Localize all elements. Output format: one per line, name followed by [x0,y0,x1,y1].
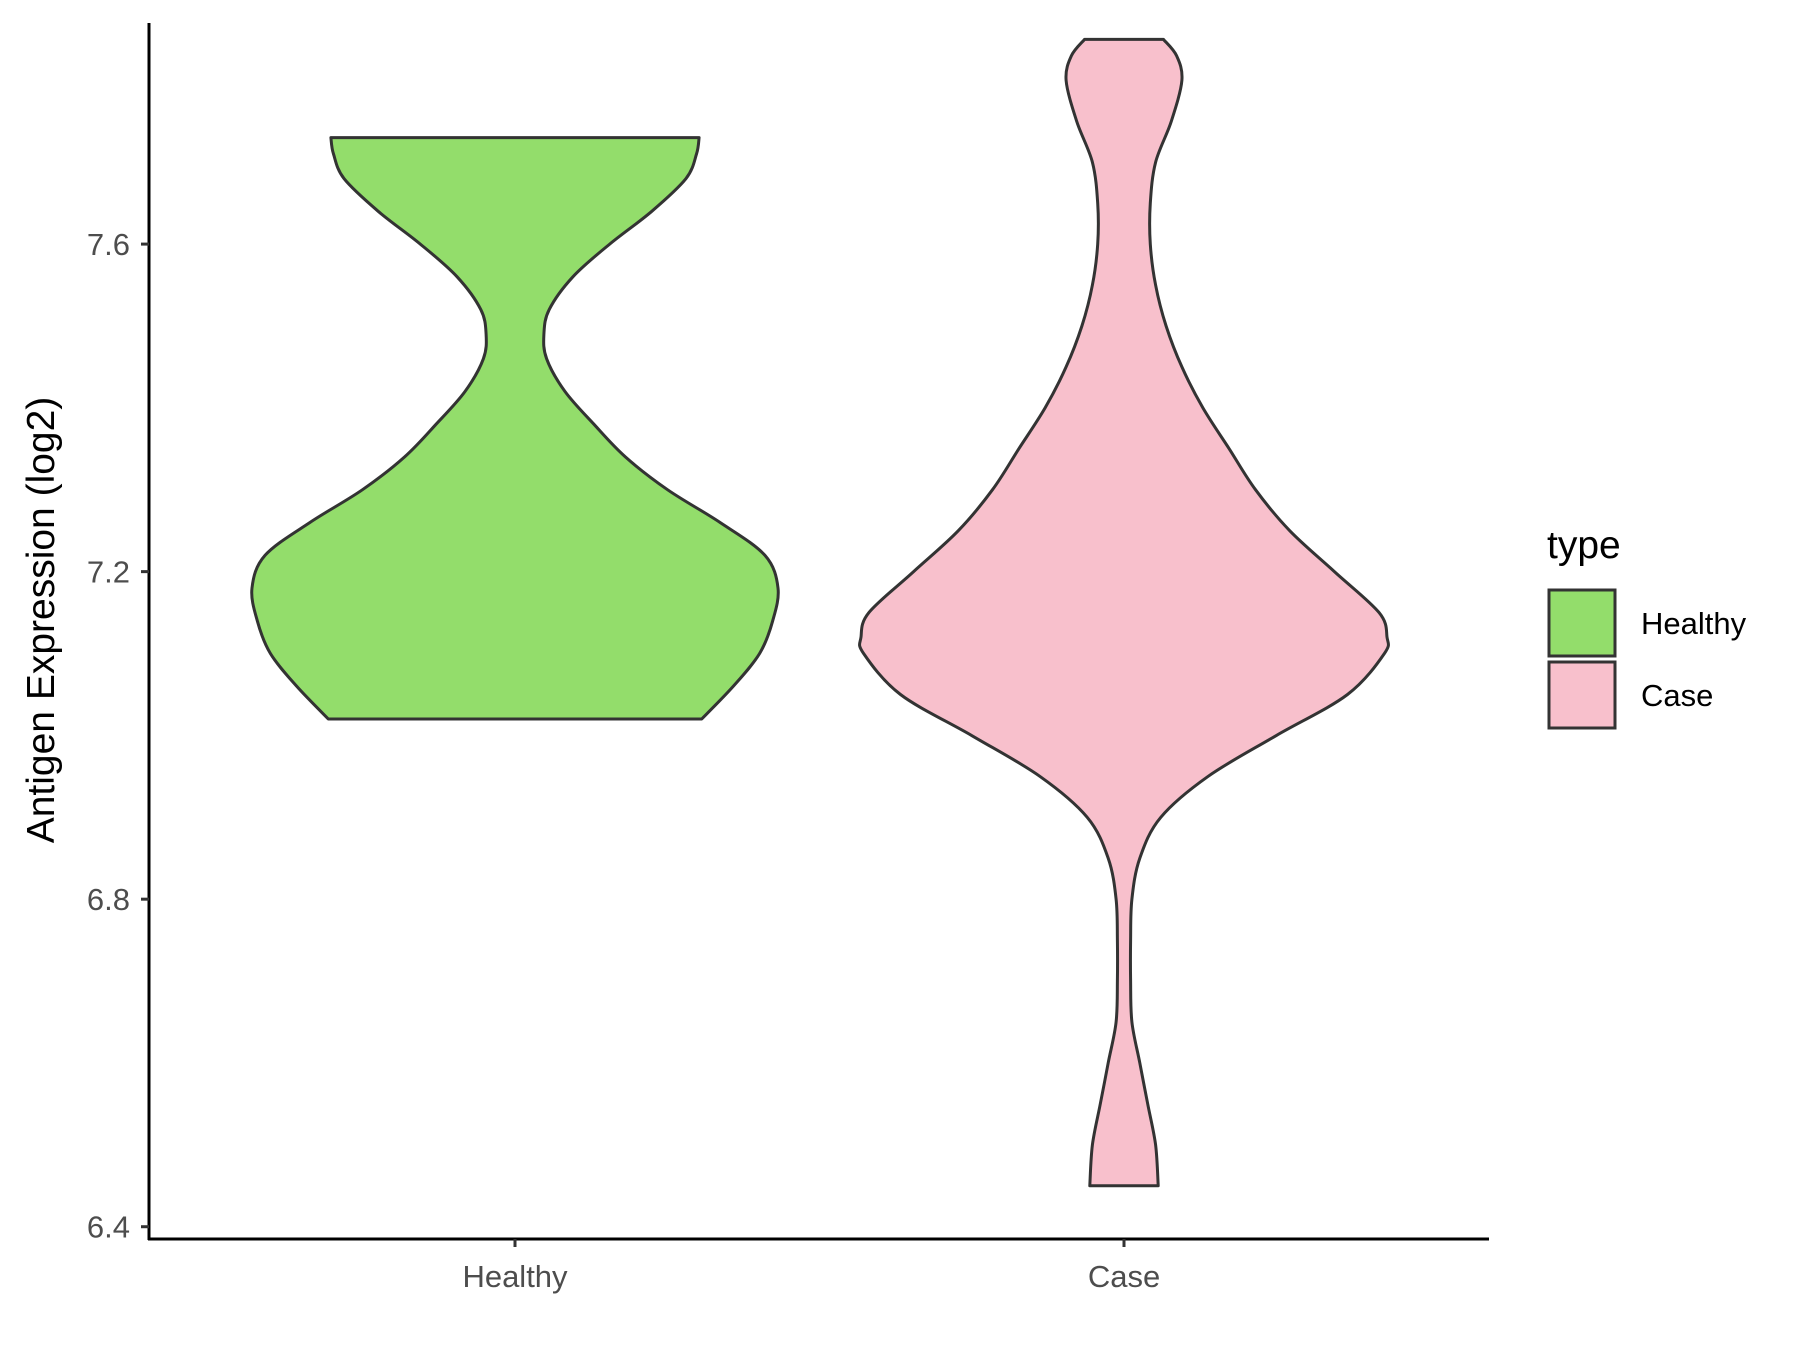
violin-case [858,37,1390,1188]
legend-label-healthy: Healthy [1641,606,1747,641]
legend-key-case [1547,660,1617,730]
ticks: 6.4 6.8 7.2 7.6 Healthy Case [87,227,1160,1294]
y-tick-label: 6.4 [87,1210,130,1245]
y-tick-label: 7.6 [87,227,130,262]
legend-label-case: Case [1641,678,1713,713]
y-axis-title: Antigen Expression (log2) [20,397,63,844]
x-tick-label: Case [1088,1259,1160,1294]
y-tick-label: 7.2 [87,555,130,590]
legend-title: type [1547,524,1621,567]
axes [147,23,1489,1241]
legend: type Healthy Case [1547,524,1747,730]
violin-healthy [250,136,780,721]
x-tick-label: Healthy [462,1259,568,1294]
legend-key-healthy [1547,588,1617,658]
y-tick-label: 6.8 [87,882,130,917]
plot-area [250,37,1390,1188]
